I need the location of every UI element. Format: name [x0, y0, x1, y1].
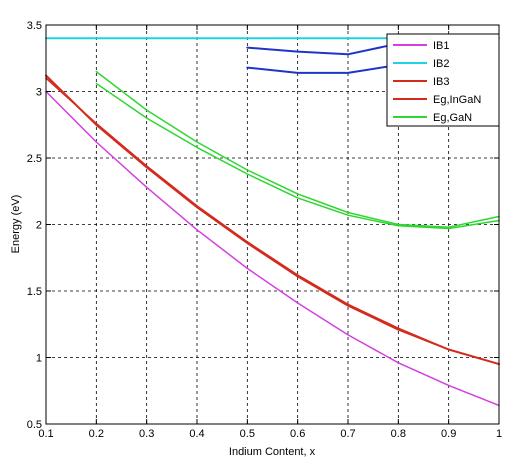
- legend: IB1 IB2 IB3 Eg,InGaN Eg,GaN: [386, 33, 500, 127]
- x-tick-label: 0.6: [290, 428, 305, 440]
- x-tick-label: 1: [496, 428, 502, 440]
- x-tick-label: 0.5: [240, 428, 255, 440]
- y-tick-label: 2.5: [27, 153, 42, 165]
- y-tick-label: 0.5: [27, 419, 42, 431]
- legend-label: IB3: [433, 76, 450, 88]
- x-tick-label: 0.7: [340, 428, 355, 440]
- x-tick-label: 0.3: [139, 428, 154, 440]
- legend-label: Eg,InGaN: [433, 94, 481, 106]
- series-line-ib1-0: [45, 90, 500, 407]
- legend-label: IB1: [433, 40, 450, 52]
- x-axis-label: Indium Content, x: [229, 446, 316, 458]
- y-tick-label: 1: [36, 353, 42, 365]
- series-line-eg-gan-7: [95, 70, 500, 228]
- y-tick-label: 2: [36, 220, 42, 232]
- series-line-eg-ingan-5: [45, 74, 500, 366]
- x-tick-label: 0.4: [189, 428, 204, 440]
- y-tick-label: 1.5: [27, 286, 42, 298]
- y-tick-label: 3: [36, 87, 42, 99]
- ticks: 0.1 0.2 0.3 0.4 0.5 0.6 0.7 0.8 0.9 1 0.5 1 1.5 2 2.5 3…: [27, 20, 502, 440]
- x-tick-label: 0.8: [391, 428, 406, 440]
- x-tick-label: 0.9: [441, 428, 456, 440]
- legend-label: IB2: [433, 58, 450, 70]
- series-line-eg-gan-6: [95, 82, 500, 230]
- x-tick-label: 0.1: [38, 428, 53, 440]
- y-tick-label: 3.5: [27, 20, 42, 32]
- legend-label: Eg,GaN: [433, 112, 472, 124]
- y-axis-label: Energy (eV): [10, 195, 22, 254]
- x-tick-label: 0.2: [89, 428, 104, 440]
